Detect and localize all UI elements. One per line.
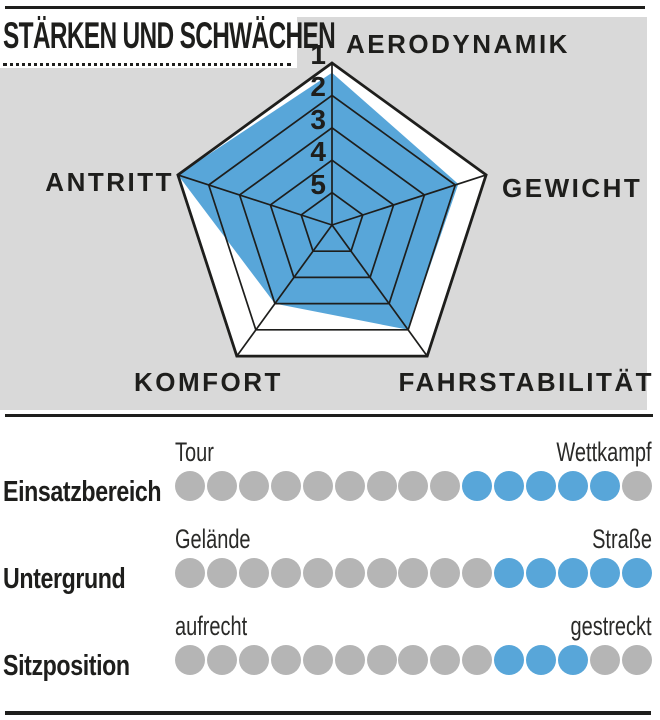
rating-dot (366, 645, 397, 675)
rating-dot-active (494, 558, 525, 588)
radar-spoke (331, 224, 428, 357)
rating-dot (366, 471, 397, 501)
rating-dot-active (526, 558, 557, 588)
rating-row-einsatzbereich: Tour Wettkampf Einsatzbereich (0, 437, 652, 517)
rating-dot (238, 558, 269, 588)
rating-dot (398, 645, 429, 675)
rating-dot (462, 645, 493, 675)
rating-dot (238, 471, 269, 501)
radar-ring (269, 159, 395, 279)
rating-row-label: Sitzposition (3, 650, 130, 682)
ring-label-2: 2 (310, 71, 326, 102)
rating-dot (334, 645, 365, 675)
scale-end-label-left: aufrecht (175, 611, 248, 641)
rating-dot (462, 558, 493, 588)
top-divider (5, 6, 645, 9)
ring-label-5: 5 (310, 169, 326, 200)
rating-dot (334, 558, 365, 588)
rating-dot (175, 558, 205, 588)
rating-dot (206, 558, 237, 588)
scale-end-label-left: Gelände (175, 524, 251, 554)
ring-label-4: 4 (310, 136, 326, 167)
rating-dot (430, 471, 461, 501)
rating-dot-active (589, 471, 620, 501)
scale-end-label-right: Straße (592, 524, 652, 554)
rating-row-untergrund: Gelände Straße Untergrund (0, 524, 652, 604)
rating-dot-active (462, 471, 493, 501)
rating-dot (334, 471, 365, 501)
middle-divider (5, 414, 653, 417)
rating-dot-active (621, 558, 652, 588)
rating-dot-active (526, 471, 557, 501)
radar-spoke (236, 224, 333, 357)
dot-scale (175, 645, 652, 675)
ring-label-1: 1 (310, 39, 326, 70)
dot-scale (175, 558, 652, 588)
radar-spoke (177, 174, 333, 226)
rating-dot-active (494, 645, 525, 675)
radar-spoke (331, 174, 487, 226)
rating-dot (302, 558, 333, 588)
scale-end-label-left: Tour (175, 437, 214, 467)
rating-dot-active (526, 645, 557, 675)
rating-dot (175, 471, 205, 501)
rating-dot (589, 645, 620, 675)
rating-dot-active (558, 558, 589, 588)
rating-dot (302, 645, 333, 675)
axis-label-2: FAHRSTABILITÄT (399, 367, 655, 397)
rating-dot (270, 471, 301, 501)
rating-dot-active (558, 645, 589, 675)
rating-dot (238, 645, 269, 675)
rating-dot-active (558, 471, 589, 501)
radar-ring (300, 191, 364, 253)
rating-row-label: Einsatzbereich (3, 476, 162, 508)
rating-row-label: Untergrund (3, 563, 126, 595)
radar-ring (238, 126, 426, 305)
rating-dot (366, 558, 397, 588)
axis-label-1: GEWICHT (502, 173, 642, 203)
rating-dot-active (494, 471, 525, 501)
page-title: STÄRKEN UND SCHWÄCHEN (3, 15, 336, 56)
rating-dot (206, 645, 237, 675)
axis-label-3: KOMFORT (134, 367, 283, 397)
rating-dot (270, 645, 301, 675)
rating-dot (398, 558, 429, 588)
rating-dot (621, 471, 652, 501)
title-box: STÄRKEN UND SCHWÄCHEN (0, 10, 336, 68)
title-dotted-underline (3, 63, 291, 66)
rating-dot (302, 471, 333, 501)
rating-dot (398, 471, 429, 501)
rating-dot (430, 645, 461, 675)
rating-dot-active (589, 558, 620, 588)
scale-end-label-right: Wettkampf (556, 437, 652, 467)
radar-ring (207, 94, 457, 331)
axis-label-4: ANTRITT (45, 167, 174, 197)
rating-dot (270, 558, 301, 588)
rating-dot (621, 645, 652, 675)
bottom-divider (5, 711, 651, 715)
rating-dot (430, 558, 461, 588)
rating-dot (206, 471, 237, 501)
dot-scale (175, 471, 652, 501)
rating-row-sitzposition: aufrecht gestreckt Sitzposition (0, 611, 652, 691)
rating-dot (175, 645, 205, 675)
radar-outer-ring (176, 61, 488, 358)
axis-label-0: AERODYNAMIK (346, 29, 570, 59)
scale-end-label-right: gestreckt (570, 611, 652, 641)
ring-label-3: 3 (310, 104, 326, 135)
